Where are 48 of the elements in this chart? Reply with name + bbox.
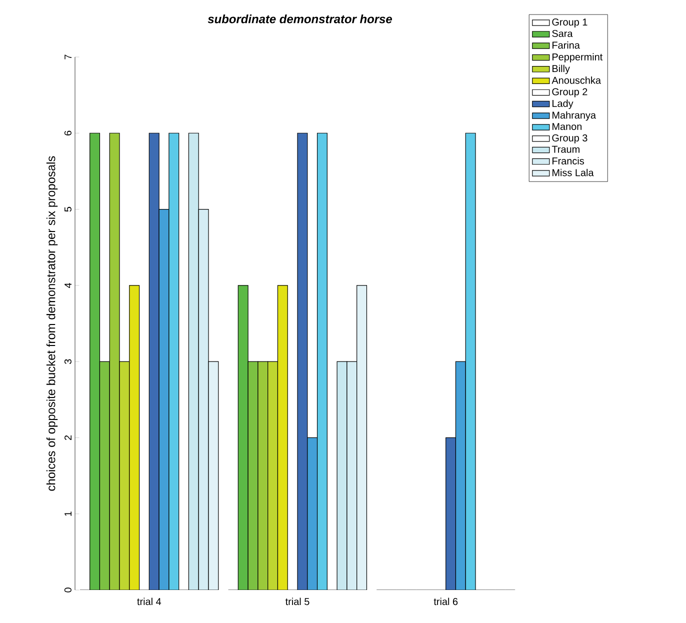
legend-label: Mahranya [552, 111, 596, 121]
y-tick-label: 3 [64, 359, 72, 364]
bar [336, 361, 348, 590]
bar [277, 285, 288, 590]
legend-label: Group 1 [552, 18, 588, 28]
legend-label: Farina [552, 41, 580, 49]
legend-label: Group 3 [552, 134, 588, 144]
bar [297, 132, 308, 590]
chart-subtitle: subordinate demonstrator horse [208, 14, 392, 24]
y-tick-label: 7 [64, 54, 72, 60]
legend-label: Miss Lala [552, 168, 594, 176]
bar [148, 132, 160, 590]
y-tick-label: 0 [64, 588, 72, 592]
bar [99, 361, 110, 590]
legend-label: Anouschka [552, 76, 601, 84]
x-tick-label: trial 6 [434, 598, 458, 606]
bar [316, 132, 328, 590]
bar [109, 132, 120, 590]
bar [455, 361, 466, 590]
legend-label: Group 2 [552, 88, 588, 98]
y-tick-label: 4 [64, 282, 72, 288]
x-tick-label: trial 4 [137, 598, 162, 606]
bar [119, 361, 130, 590]
y-tick-label: 2 [64, 435, 72, 440]
bar [465, 132, 476, 590]
legend-label: Billy [552, 64, 570, 74]
legend-label: Lady [552, 100, 574, 109]
bar [268, 361, 278, 590]
x-tick-label: trial 5 [285, 598, 310, 606]
bar [158, 208, 170, 590]
y-tick-label: 1 [64, 512, 72, 516]
bar [446, 437, 456, 590]
legend-label: Traum [552, 146, 580, 153]
legend-label: Sara [552, 30, 573, 38]
bar [248, 361, 258, 590]
bar [90, 132, 100, 590]
y-tick-label: 5 [64, 206, 72, 212]
y-tick-label: 6 [64, 130, 72, 136]
y-axis-title: choices of opposite bucket from demonstrator per six proposals [46, 156, 58, 491]
bar [168, 132, 180, 590]
bar [129, 285, 140, 590]
legend-label: Francis [552, 157, 584, 164]
legend-label: Manon [552, 123, 582, 130]
bar [188, 132, 199, 590]
bar [307, 437, 318, 590]
legend-label: Peppermint [552, 53, 603, 62]
bar [258, 361, 268, 590]
bar [238, 285, 248, 590]
